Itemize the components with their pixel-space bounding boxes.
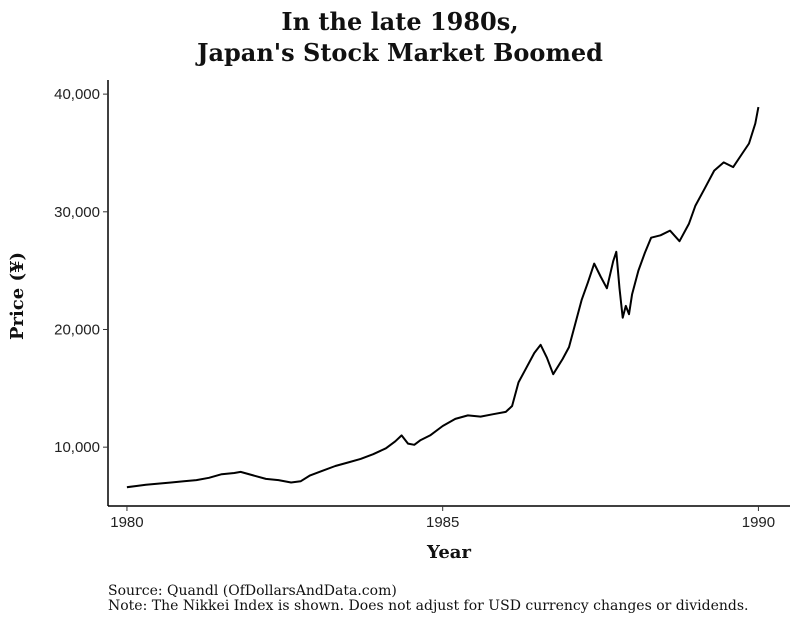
- x-tick-label: 1985: [426, 514, 459, 531]
- plot-area: [126, 106, 760, 489]
- chart-title-line-1: In the late 1980s,: [281, 7, 519, 36]
- axes: [107, 80, 790, 507]
- chart-title-line-2: Japan's Stock Market Boomed: [197, 38, 603, 67]
- y-tick-label: 30,000: [54, 204, 100, 221]
- chart-title: In the late 1980s, Japan's Stock Market …: [0, 6, 800, 68]
- x-axis-title: Year: [426, 542, 471, 563]
- x-tick-label: 1980: [110, 514, 143, 531]
- y-tick-label: 20,000: [54, 321, 100, 338]
- x-axis-ticks: 1980 1985 1990: [110, 506, 775, 531]
- x-tick-label: 1990: [742, 514, 775, 531]
- disclaimer-note: Note: The Nikkei Index is shown. Does no…: [108, 598, 749, 614]
- y-axis-ticks: 10,000 20,000 30,000 40,000: [54, 86, 108, 456]
- source-note: Source: Quandl (OfDollarsAndData.com): [108, 583, 397, 599]
- y-axis-title: Price (¥): [7, 252, 28, 340]
- y-tick-label: 40,000: [54, 86, 100, 103]
- caption: Source: Quandl (OfDollarsAndData.com) No…: [108, 584, 768, 614]
- y-tick-label: 10,000: [54, 439, 100, 456]
- price-series-line: [126, 106, 760, 489]
